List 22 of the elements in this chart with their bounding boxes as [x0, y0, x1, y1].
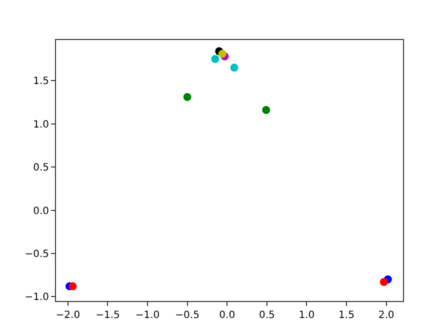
- point: [183, 93, 192, 102]
- x-tick-label: 0.5: [258, 310, 275, 321]
- y-tick-label: 1.0: [33, 119, 49, 130]
- y-tick-label: 0.0: [33, 206, 49, 217]
- y-tick-label: −0.5: [24, 248, 49, 260]
- y-tick-label: −1.0: [24, 292, 49, 304]
- x-tick-label: −2.0: [56, 310, 80, 321]
- x-tick-label: −0.5: [175, 310, 200, 321]
- y-tick-label: 0.5: [33, 162, 49, 174]
- point: [218, 50, 226, 58]
- point: [262, 106, 270, 114]
- point: [230, 64, 238, 72]
- x-tick-label: −1.0: [135, 310, 160, 321]
- y-tick-label: 1.5: [33, 76, 49, 88]
- x-tick-label: −1.5: [96, 310, 120, 321]
- x-tick-label: 2.0: [378, 310, 394, 321]
- point: [380, 278, 388, 286]
- point: [211, 55, 220, 64]
- point: [68, 282, 77, 290]
- x-tick-label: 1.5: [338, 310, 354, 321]
- x-tick-label: 0.0: [219, 310, 236, 321]
- x-tick-label: 1.0: [298, 310, 315, 321]
